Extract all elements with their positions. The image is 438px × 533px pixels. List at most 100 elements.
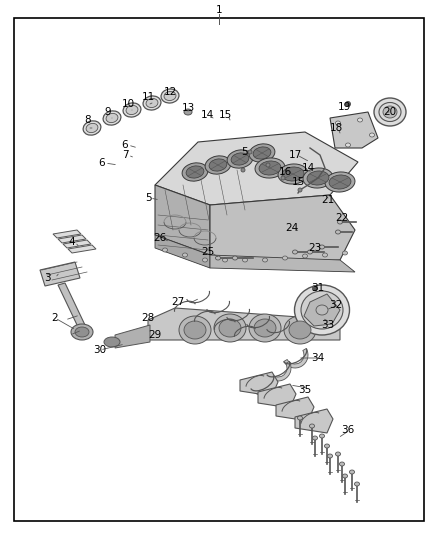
Polygon shape: [115, 325, 150, 348]
Text: 33: 33: [321, 320, 335, 330]
Polygon shape: [58, 283, 85, 327]
Text: 26: 26: [153, 233, 166, 243]
Ellipse shape: [284, 316, 316, 344]
Text: 6: 6: [99, 158, 105, 168]
Ellipse shape: [289, 321, 311, 339]
Ellipse shape: [233, 256, 237, 260]
Polygon shape: [240, 372, 278, 396]
Ellipse shape: [336, 230, 340, 234]
Text: 20: 20: [383, 107, 396, 117]
Polygon shape: [155, 185, 210, 255]
Ellipse shape: [283, 256, 287, 260]
Text: 15: 15: [291, 177, 304, 187]
Ellipse shape: [209, 159, 227, 171]
Text: 16: 16: [279, 167, 292, 177]
Polygon shape: [276, 397, 314, 421]
Ellipse shape: [325, 444, 329, 448]
Ellipse shape: [104, 337, 120, 347]
Text: 27: 27: [171, 297, 185, 307]
Polygon shape: [155, 132, 358, 205]
Text: 30: 30: [93, 345, 106, 355]
Ellipse shape: [383, 106, 397, 118]
Ellipse shape: [379, 102, 401, 122]
Wedge shape: [251, 376, 275, 395]
Polygon shape: [210, 195, 355, 265]
Ellipse shape: [164, 92, 176, 101]
Ellipse shape: [298, 188, 302, 192]
Wedge shape: [284, 349, 308, 368]
Ellipse shape: [205, 156, 231, 174]
Text: 6: 6: [122, 140, 128, 150]
Ellipse shape: [262, 258, 268, 262]
Text: 31: 31: [311, 283, 325, 293]
Ellipse shape: [312, 286, 318, 290]
Ellipse shape: [86, 123, 98, 133]
Ellipse shape: [354, 482, 360, 486]
Ellipse shape: [370, 133, 374, 137]
Polygon shape: [53, 230, 81, 238]
Ellipse shape: [293, 250, 297, 254]
Text: 29: 29: [148, 330, 162, 340]
Wedge shape: [267, 361, 291, 381]
Polygon shape: [63, 240, 91, 248]
Ellipse shape: [241, 168, 245, 172]
Ellipse shape: [231, 153, 249, 165]
Ellipse shape: [319, 434, 325, 438]
Text: 19: 19: [337, 102, 351, 112]
Ellipse shape: [186, 166, 204, 178]
Ellipse shape: [322, 253, 328, 257]
Ellipse shape: [179, 316, 211, 344]
Ellipse shape: [71, 324, 93, 340]
Ellipse shape: [227, 150, 253, 168]
Ellipse shape: [294, 285, 350, 335]
Text: 34: 34: [311, 353, 325, 363]
Ellipse shape: [350, 470, 354, 474]
Ellipse shape: [346, 101, 350, 107]
Ellipse shape: [307, 250, 312, 254]
Ellipse shape: [281, 176, 285, 180]
Ellipse shape: [146, 99, 158, 108]
Text: 8: 8: [85, 115, 91, 125]
Ellipse shape: [282, 167, 304, 181]
Ellipse shape: [343, 251, 347, 255]
Text: 22: 22: [336, 213, 349, 223]
Ellipse shape: [223, 258, 227, 262]
Ellipse shape: [339, 462, 345, 466]
Ellipse shape: [215, 256, 220, 260]
Text: 12: 12: [163, 87, 177, 97]
Ellipse shape: [214, 314, 246, 342]
Ellipse shape: [325, 172, 355, 192]
Ellipse shape: [123, 103, 141, 117]
Polygon shape: [148, 308, 340, 340]
Ellipse shape: [103, 111, 121, 125]
Text: 7: 7: [122, 150, 128, 160]
Ellipse shape: [243, 258, 247, 262]
Ellipse shape: [303, 254, 307, 258]
Text: 2: 2: [52, 313, 58, 323]
Ellipse shape: [219, 319, 241, 337]
Ellipse shape: [328, 454, 332, 458]
Ellipse shape: [253, 147, 271, 159]
Text: 3: 3: [44, 273, 50, 283]
Polygon shape: [68, 245, 96, 253]
Text: 32: 32: [329, 300, 343, 310]
Polygon shape: [304, 294, 340, 326]
Polygon shape: [330, 112, 378, 148]
Ellipse shape: [297, 416, 303, 420]
Text: 5: 5: [145, 193, 151, 203]
Text: 9: 9: [105, 107, 111, 117]
Text: 24: 24: [286, 223, 299, 233]
Text: 14: 14: [200, 110, 214, 120]
Ellipse shape: [184, 321, 206, 339]
Ellipse shape: [83, 121, 101, 135]
Ellipse shape: [312, 436, 318, 440]
Ellipse shape: [182, 163, 208, 181]
Text: 28: 28: [141, 313, 155, 323]
Ellipse shape: [343, 474, 347, 478]
Ellipse shape: [301, 291, 343, 329]
Ellipse shape: [249, 314, 281, 342]
Polygon shape: [155, 235, 210, 268]
Ellipse shape: [143, 96, 161, 110]
Text: 17: 17: [288, 150, 302, 160]
Ellipse shape: [75, 327, 89, 337]
